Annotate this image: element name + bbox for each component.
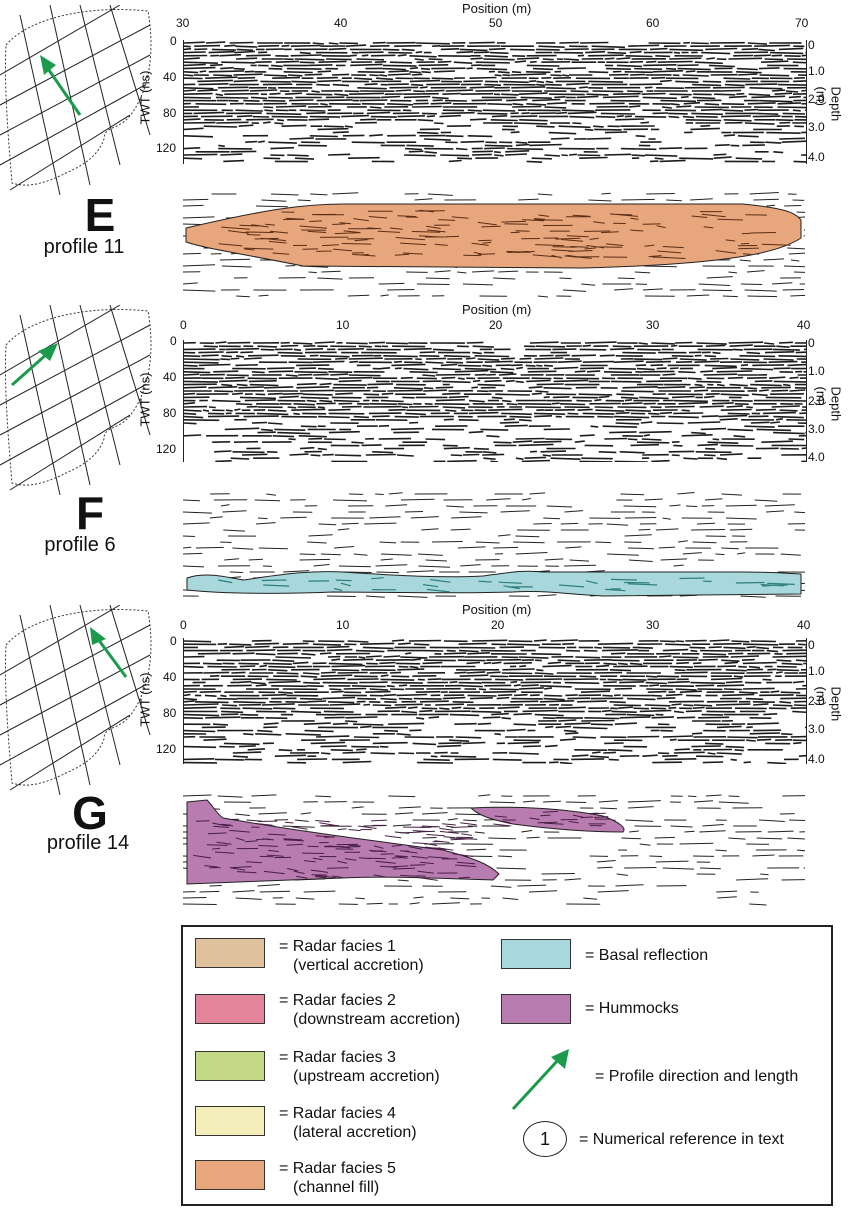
x-tick: 0	[180, 318, 187, 332]
gpr-radargram	[183, 340, 807, 462]
hummocks-label: = Hummocks	[585, 1000, 679, 1017]
interpretation-sketch	[182, 190, 832, 300]
interpretation-sketch	[182, 490, 826, 600]
panel-letter: F	[75, 487, 105, 539]
basal-reflection-label: = Basal reflection	[585, 947, 709, 964]
x-tick: 10	[336, 618, 350, 632]
profile-arrow-icon	[511, 1049, 569, 1111]
twt-tick: 80	[163, 706, 177, 720]
facies-1-swatch	[195, 938, 265, 968]
twt-tick: 80	[163, 106, 177, 120]
x-tick: 40	[797, 318, 811, 332]
x-tick: 60	[646, 16, 660, 30]
depth-tick: 3.0	[808, 120, 825, 134]
twt-tick: 40	[163, 70, 177, 84]
x-tick: 70	[795, 16, 809, 30]
x-tick: 30	[176, 16, 190, 30]
site-map	[0, 605, 152, 795]
x-tick: 0	[180, 618, 187, 632]
numerical-reference-symbol: 1	[539, 1129, 550, 1149]
site-map	[0, 5, 152, 195]
depth-tick: 0	[808, 38, 815, 52]
position-axis-title: Position (m)	[462, 1, 532, 16]
numerical-reference-label: = Numerical reference in text	[579, 1131, 784, 1148]
depth-axis-title: Depth (m)	[813, 386, 844, 422]
depth-tick: 4.0	[808, 752, 825, 766]
profile-arrow-label: = Profile direction and length	[595, 1068, 799, 1085]
depth-tick: 0	[808, 336, 815, 350]
gpr-radargram	[183, 40, 807, 164]
x-tick: 20	[491, 618, 505, 632]
depth-tick: 3.0	[808, 722, 825, 736]
depth-tick: 4.0	[808, 450, 825, 464]
facies-5-swatch	[195, 1160, 265, 1190]
facies-3-label: = Radar facies 3 (upstream accretion)	[279, 1049, 440, 1085]
facies-1-label: = Radar facies 1 (vertical accretion)	[279, 938, 424, 974]
x-tick: 20	[489, 318, 503, 332]
hummock-large	[186, 799, 500, 885]
depth-tick: 0	[808, 638, 815, 652]
twt-tick: 120	[156, 442, 177, 456]
depth-tick: 1.0	[808, 364, 825, 378]
depth-axis-title: Depth (m)	[813, 686, 844, 722]
legend-box: = Radar facies 1 (vertical accretion) = R…	[181, 925, 833, 1206]
twt-tick: 120	[156, 742, 177, 756]
site-map	[0, 305, 152, 495]
x-tick: 10	[336, 318, 350, 332]
hummock-small	[469, 806, 625, 833]
x-tick: 30	[646, 618, 660, 632]
x-tick: 50	[489, 16, 503, 30]
twt-tick: 0	[170, 34, 177, 48]
x-tick: 40	[797, 618, 811, 632]
panel-letter: G	[72, 787, 108, 839]
twt-tick: 40	[163, 370, 177, 384]
hummocks-swatch	[501, 994, 571, 1024]
profile-name: profile 6	[44, 534, 116, 556]
position-axis-title: Position (m)	[462, 302, 532, 317]
facies-2-label: = Radar facies 2 (downstream accretion)	[279, 992, 461, 1028]
channel-fill-body	[185, 203, 802, 269]
facies-4-label: = Radar facies 4 (lateral accretion)	[279, 1105, 417, 1141]
gpr-radargram	[183, 638, 807, 764]
depth-tick: 4.0	[808, 150, 825, 164]
basal-reflection-body	[186, 570, 802, 597]
position-axis-title: Position (m)	[462, 602, 532, 617]
depth-tick: 3.0	[808, 422, 825, 436]
facies-4-swatch	[195, 1106, 265, 1136]
depth-tick: 1.0	[808, 664, 825, 678]
depth-tick: 2.0	[808, 694, 825, 708]
twt-tick: 0	[170, 334, 177, 348]
panel-f: F profile 6 Position (m) 0 10 20 30 40 T…	[0, 300, 849, 600]
twt-tick: 80	[163, 406, 177, 420]
panel-e: E profile 11 Position (m) 30 40 50 60 70…	[0, 0, 849, 300]
depth-axis-title: Depth (m)	[813, 86, 844, 122]
x-tick: 40	[334, 16, 348, 30]
profile-name: profile 14	[46, 832, 130, 854]
interpretation-sketch	[182, 792, 834, 910]
twt-axis-title: TWT (ns)	[137, 672, 153, 727]
twt-tick: 40	[163, 670, 177, 684]
profile-name: profile 11	[43, 236, 125, 258]
depth-tick: 2.0	[808, 394, 825, 408]
depth-tick: 2.0	[808, 92, 825, 106]
basal-reflection-swatch	[501, 939, 571, 969]
twt-tick: 120	[156, 141, 177, 155]
facies-2-swatch	[195, 994, 265, 1024]
panel-g: G profile 14 Position (m) 0 10 20 30 40 …	[0, 600, 849, 906]
facies-3-swatch	[195, 1051, 265, 1081]
depth-tick: 1.0	[808, 64, 825, 78]
facies-5-label: = Radar facies 5 (channel fill)	[279, 1160, 396, 1196]
twt-axis-title: TWT (ns)	[137, 70, 153, 125]
x-tick: 30	[646, 318, 660, 332]
twt-axis-title: TWT (ns)	[137, 372, 153, 427]
twt-tick: 0	[170, 634, 177, 648]
numerical-reference-icon: 1	[523, 1121, 567, 1157]
panel-letter: E	[84, 189, 116, 241]
